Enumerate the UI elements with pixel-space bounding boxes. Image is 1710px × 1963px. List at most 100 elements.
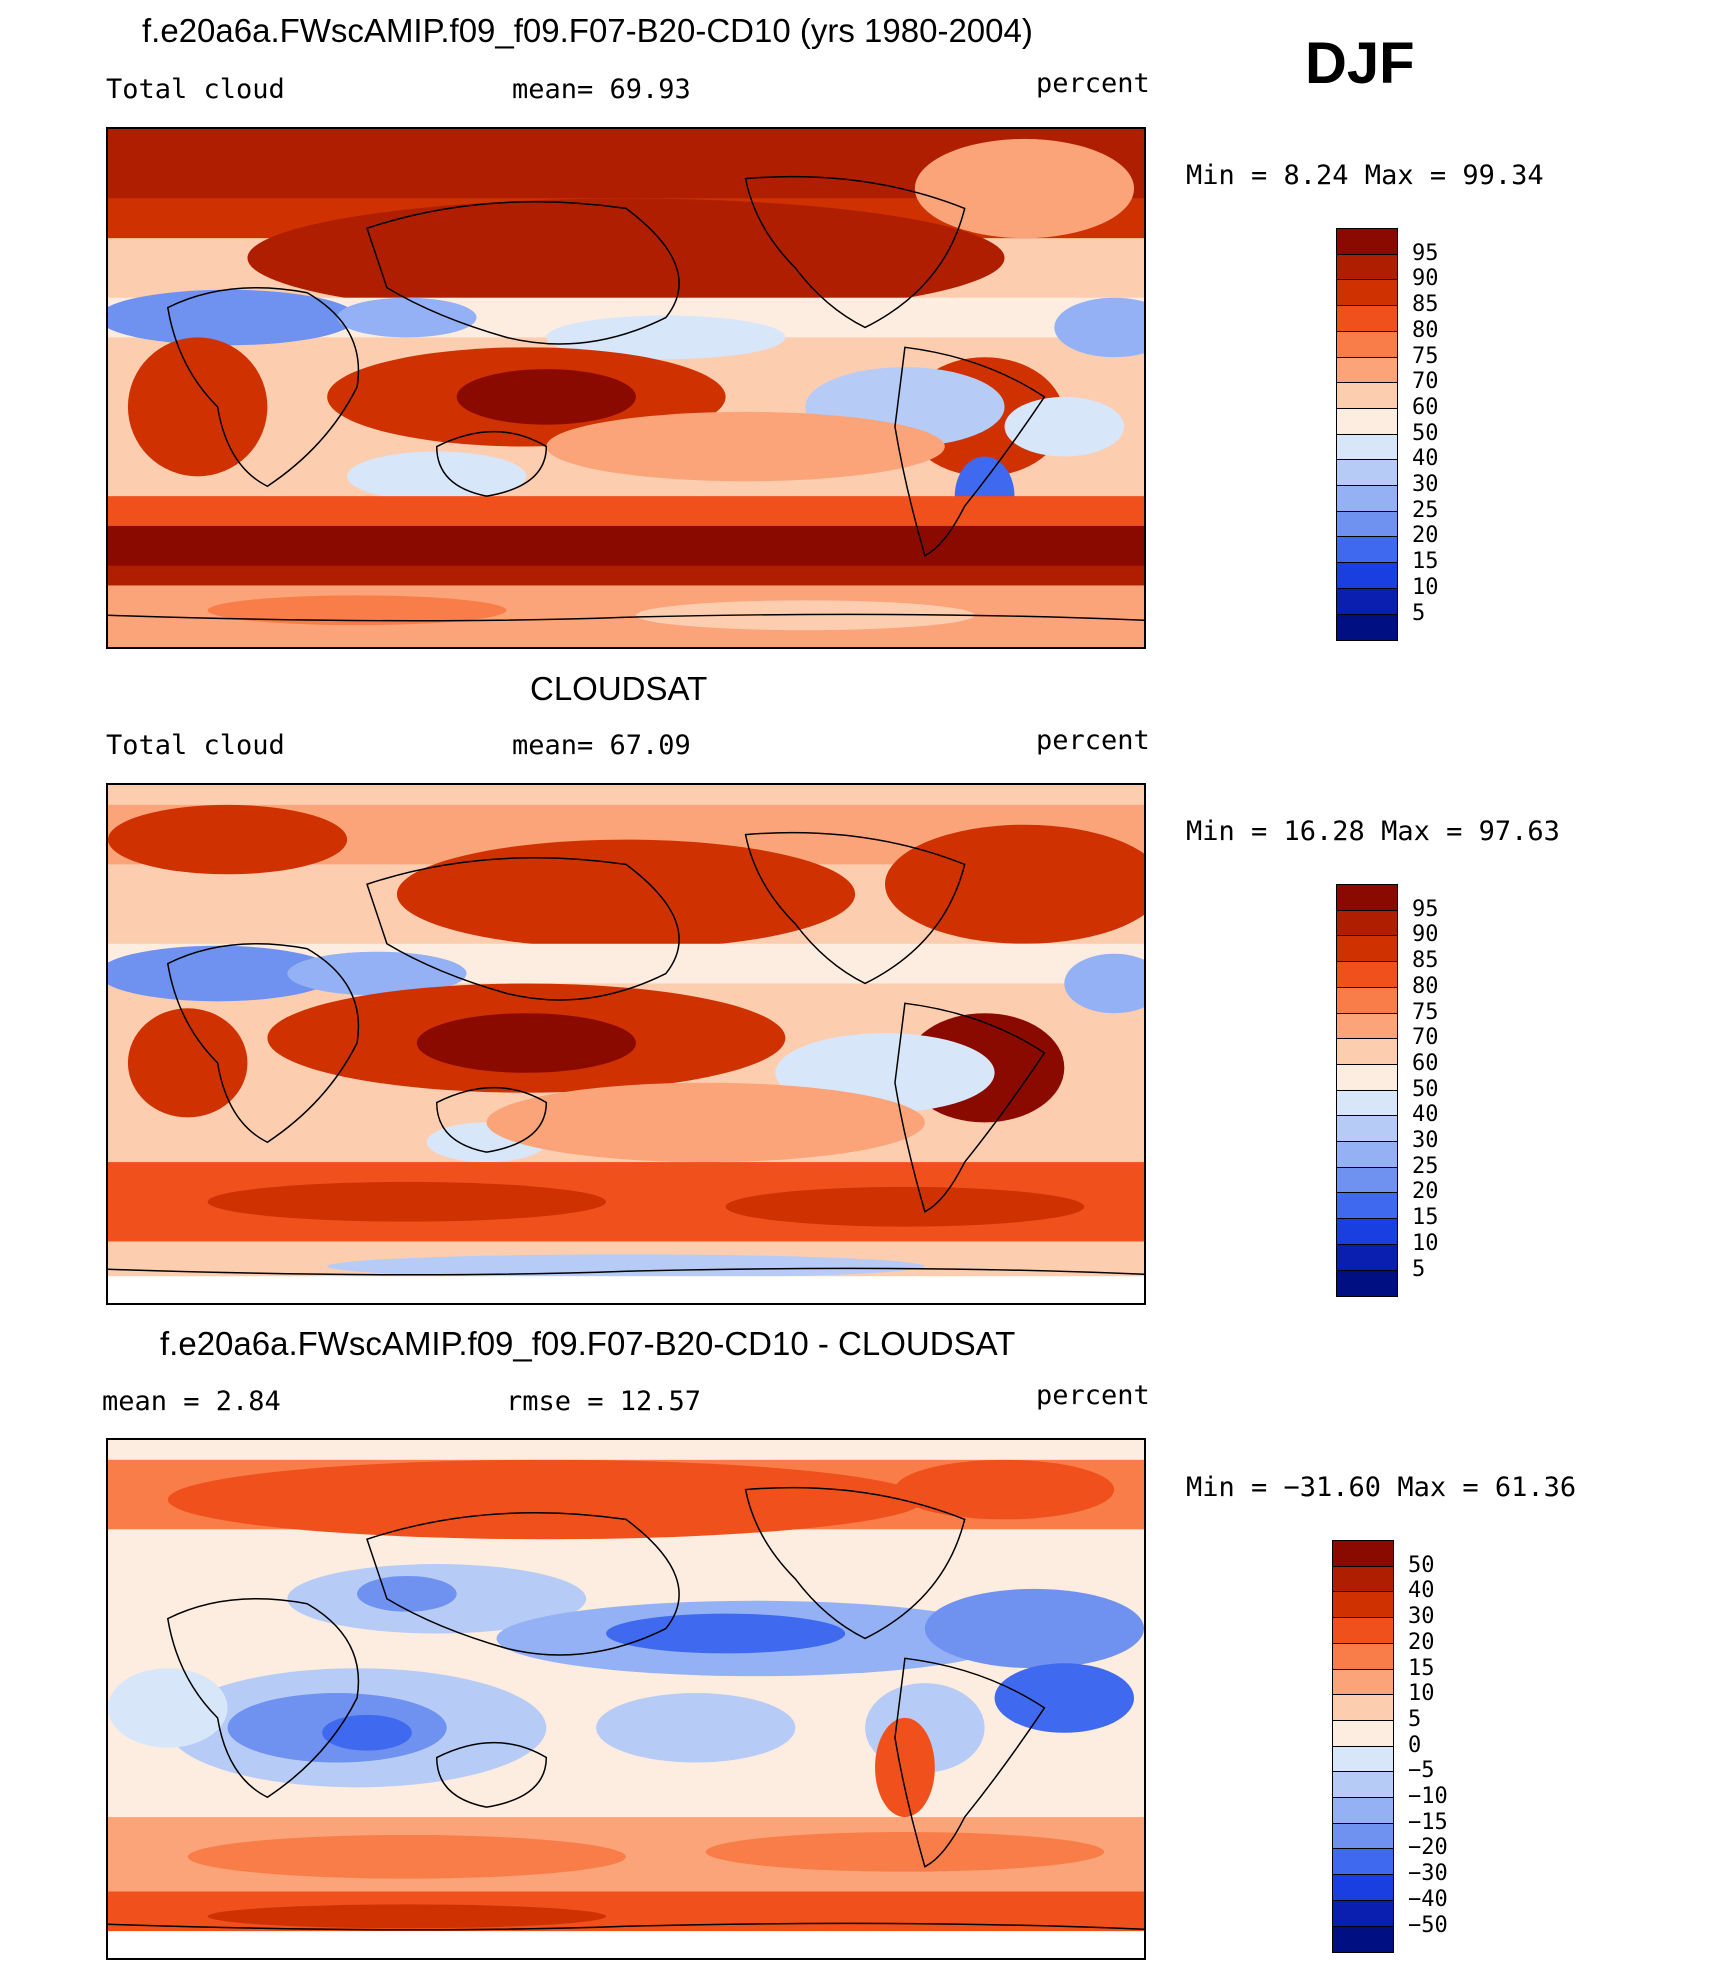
colorbar-swatch	[1332, 1925, 1394, 1954]
colorbar-swatch	[1332, 1617, 1394, 1645]
colorbar-swatch	[1336, 1038, 1398, 1066]
panel-1-map	[106, 127, 1146, 649]
panel-1-mean-label: mean= 69.93	[512, 74, 691, 105]
panel-3-title: f.e20a6a.FWscAMIP.f09_f09.F07-B20-CD10 -…	[160, 1325, 1016, 1362]
colorbar-label: 80	[1412, 973, 1439, 999]
colorbar-label: 40	[1412, 1102, 1439, 1128]
panel-3-units-label: percent	[1036, 1380, 1150, 1411]
colorbar-swatch	[1332, 1668, 1394, 1697]
colorbar-swatch	[1336, 961, 1398, 989]
colorbar-label: 50	[1412, 1076, 1439, 1102]
colorbar-swatch	[1336, 909, 1398, 938]
colorbar-label: 40	[1412, 446, 1439, 472]
colorbar-label: 85	[1412, 948, 1439, 974]
colorbar-label: 50	[1408, 1552, 1435, 1578]
colorbar-label: 60	[1412, 394, 1439, 420]
colorbar-label: 25	[1412, 497, 1439, 523]
colorbar-label: 10	[1408, 1681, 1435, 1707]
colorbar-swatch	[1336, 485, 1398, 513]
season-label: DJF	[1305, 31, 1415, 96]
colorbar-label: 5	[1412, 1256, 1426, 1282]
colorbar-swatch	[1336, 433, 1398, 462]
colorbar-swatch	[1332, 1719, 1394, 1748]
colorbar-swatch	[1332, 1848, 1394, 1877]
colorbar-swatch	[1332, 1797, 1394, 1825]
panel-3-map	[106, 1438, 1146, 1960]
colorbar-label: 15	[1412, 1205, 1439, 1231]
panel-2-units-label: percent	[1036, 725, 1150, 756]
colorbar-label: 25	[1412, 1153, 1439, 1179]
colorbar-swatch	[1336, 1166, 1398, 1195]
colorbar-swatch	[1336, 986, 1398, 1015]
colorbar-swatch	[1332, 1822, 1394, 1851]
colorbar-swatch	[1336, 253, 1398, 282]
colorbar-label: 15	[1412, 549, 1439, 575]
panel-2-minmax: Min = 16.28 Max = 97.63	[1186, 816, 1560, 847]
colorbar-label: 90	[1412, 922, 1439, 948]
colorbar-swatch	[1336, 356, 1398, 385]
colorbar-label: 75	[1412, 343, 1439, 369]
colorbar-swatch	[1332, 1591, 1394, 1620]
colorbar-label: 20	[1412, 1179, 1439, 1205]
colorbar-swatch	[1336, 305, 1398, 333]
panel-1-minmax: Min = 8.24 Max = 99.34	[1186, 160, 1544, 191]
panel-2-map	[106, 783, 1146, 1305]
colorbar-label: 90	[1412, 266, 1439, 292]
colorbar-label: 5	[1412, 600, 1426, 626]
colorbar-label: 30	[1412, 1128, 1439, 1153]
panel-1-variable-label: Total cloud	[106, 74, 285, 105]
colorbar-label: 70	[1412, 369, 1439, 395]
colorbar-swatch	[1336, 1218, 1398, 1246]
panel-3-minmax: Min = −31.60 Max = 61.36	[1186, 1472, 1577, 1503]
colorbar-label: −5	[1408, 1758, 1435, 1784]
colorbar-swatch	[1336, 459, 1398, 487]
colorbar-label: −40	[1408, 1886, 1448, 1912]
colorbar-swatch	[1336, 1115, 1398, 1143]
colorbar-label: 75	[1412, 999, 1439, 1025]
colorbar-swatch	[1336, 1089, 1398, 1118]
colorbar-label: 60	[1412, 1050, 1439, 1076]
colorbar-swatch	[1332, 1874, 1394, 1902]
colorbar-swatch	[1336, 1063, 1398, 1092]
colorbar-label: 30	[1412, 472, 1439, 497]
panel-3-rmse-label: rmse = 12.57	[506, 1386, 702, 1417]
colorbar-label: −50	[1408, 1912, 1448, 1938]
colorbar-label: 20	[1412, 523, 1439, 549]
colorbar-label: 5	[1408, 1706, 1422, 1732]
colorbar-label: 10	[1412, 1230, 1439, 1256]
colorbar-label: 10	[1412, 574, 1439, 600]
colorbar-label: 85	[1412, 292, 1439, 318]
panel-1-title: f.e20a6a.FWscAMIP.f09_f09.F07-B20-CD10 (…	[142, 12, 1033, 49]
colorbar-label: −20	[1408, 1835, 1448, 1861]
colorbar-label: 0	[1408, 1732, 1422, 1758]
colorbar-swatch	[1336, 1269, 1398, 1298]
colorbar-label: 40	[1408, 1578, 1435, 1604]
colorbar-swatch	[1336, 1012, 1398, 1041]
colorbar-swatch	[1332, 1771, 1394, 1799]
colorbar-swatch	[1336, 510, 1398, 539]
colorbar-label: 30	[1408, 1604, 1435, 1630]
colorbar-label: −15	[1408, 1809, 1448, 1835]
colorbar-swatch	[1336, 1243, 1398, 1272]
colorbar-swatch	[1336, 228, 1398, 256]
colorbar-swatch	[1336, 330, 1398, 359]
colorbar-swatch	[1332, 1694, 1394, 1722]
panel-2-mean-label: mean= 67.09	[512, 730, 691, 761]
colorbar-swatch	[1336, 536, 1398, 565]
colorbar-swatch	[1336, 562, 1398, 590]
colorbar-label: 95	[1412, 240, 1439, 266]
colorbar-swatch	[1336, 382, 1398, 410]
colorbar-label: −30	[1408, 1861, 1448, 1887]
colorbar-swatch	[1336, 1192, 1398, 1221]
colorbar-swatch	[1336, 884, 1398, 912]
colorbar-swatch	[1336, 279, 1398, 308]
panel-3-mean-label: mean = 2.84	[102, 1386, 281, 1417]
panel-1-units-label: percent	[1036, 68, 1150, 99]
colorbar-swatch	[1332, 1565, 1394, 1594]
colorbar-label: 80	[1412, 317, 1439, 343]
colorbar-swatch	[1332, 1642, 1394, 1671]
colorbar-swatch	[1336, 1141, 1398, 1169]
colorbar-swatch	[1332, 1745, 1394, 1774]
colorbar-label: 70	[1412, 1025, 1439, 1051]
colorbar-label: −10	[1408, 1784, 1448, 1809]
